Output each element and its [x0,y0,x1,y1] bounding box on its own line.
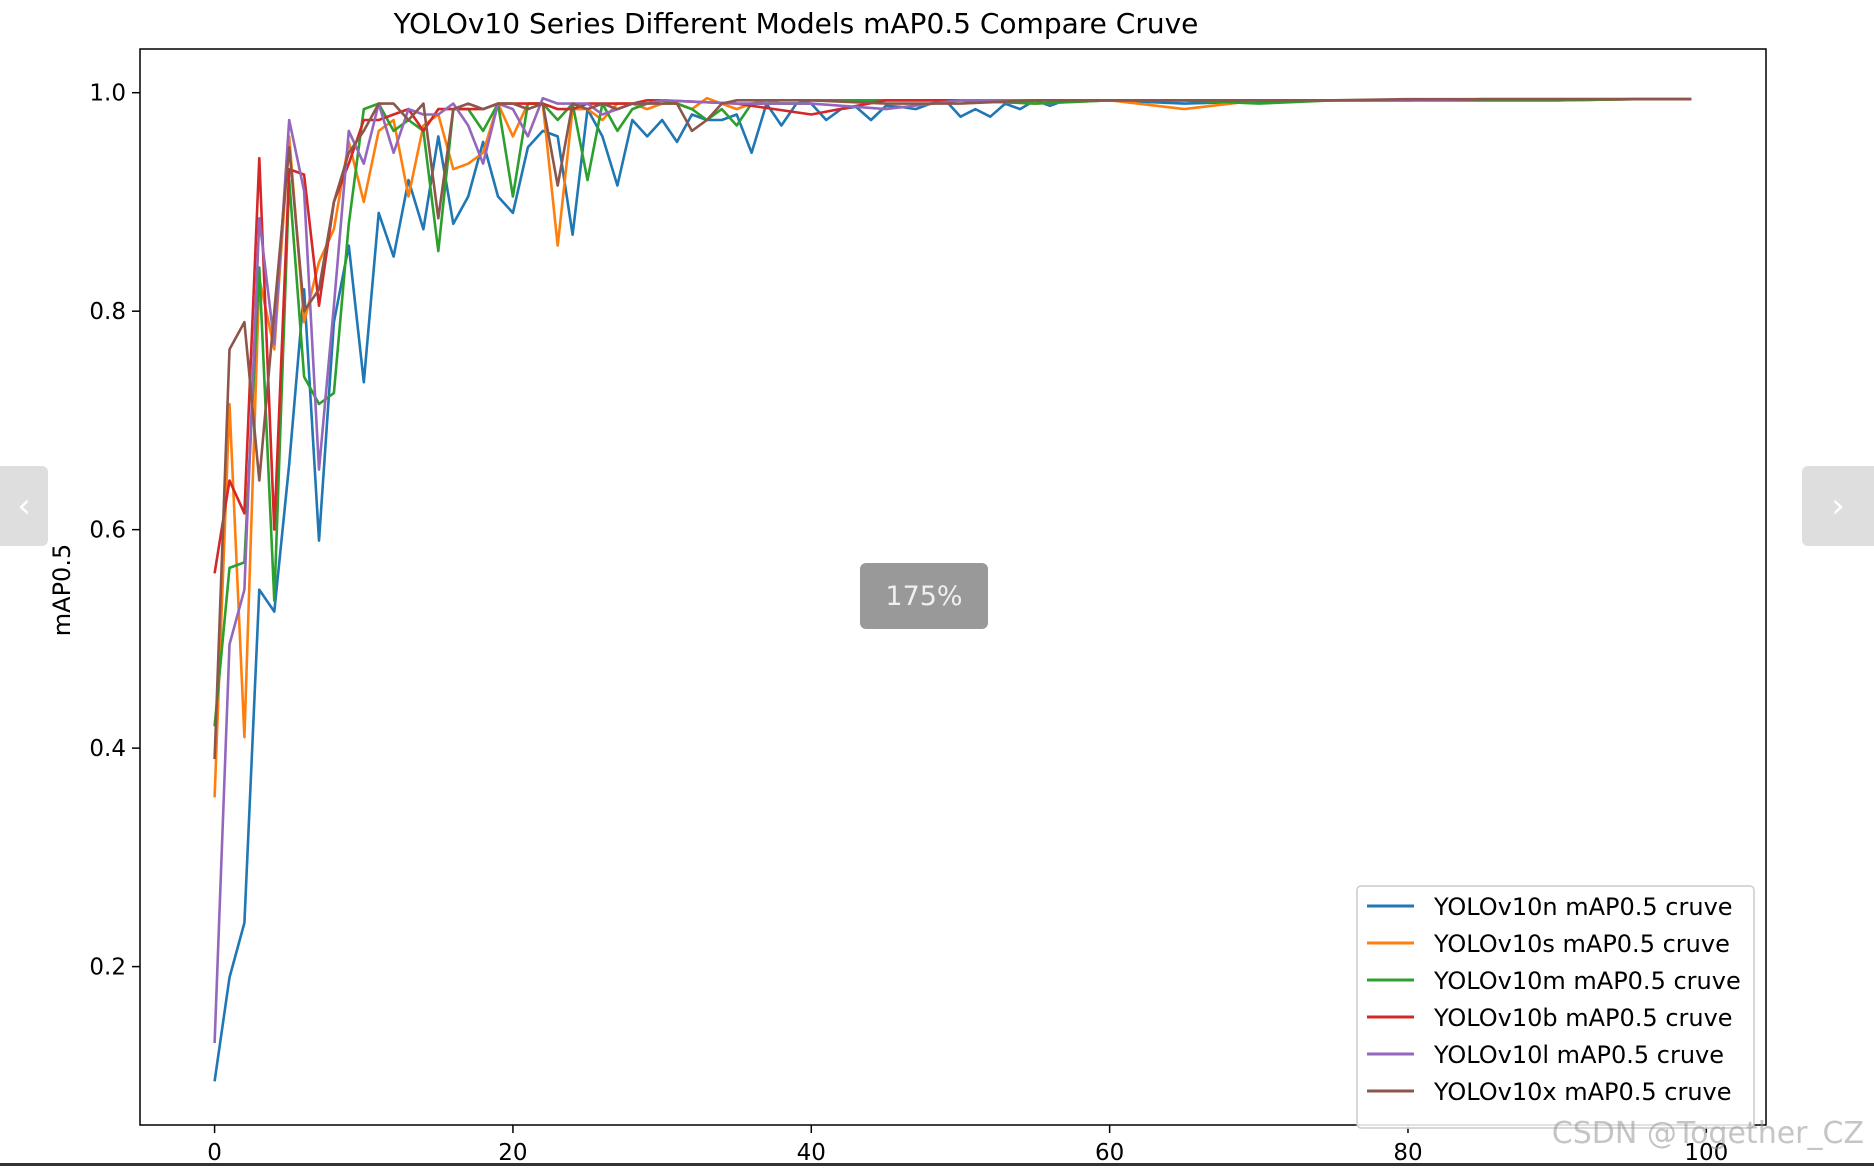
legend-box [1356,885,1755,1129]
plot-frame [139,48,1767,1126]
previous-image-button[interactable]: ‹ [0,466,48,546]
x-axis: 0 20 40 60 80 100 [207,1125,1728,1166]
x-tick-label: 0 [207,1140,222,1166]
legend-label: YOLOv10s mAP0.5 cruve [1433,930,1730,958]
legend-label: YOLOv10l mAP0.5 cruve [1433,1041,1724,1069]
chevron-right-icon: › [1831,486,1845,526]
chevron-left-icon: ‹ [17,486,31,526]
x-tick-label: 80 [1393,1140,1422,1166]
y-tick-label: 1.0 [89,81,126,107]
series-line-4 [213,97,1692,574]
y-tick-label: 0.2 [89,955,126,981]
viewer-bottom-border [0,1163,1874,1166]
series-line-6 [213,97,1692,760]
chart-title: YOLOv10 Series Different Models mAP0.5 C… [393,7,1199,40]
y-tick-label: 0.6 [89,518,126,544]
y-tick-label: 0.8 [89,299,126,325]
x-tick-label: 60 [1095,1140,1124,1166]
legend-label: YOLOv10m mAP0.5 cruve [1433,967,1741,995]
zoom-indicator: 175% [860,563,988,629]
y-axis: 0.2 0.4 0.6 0.8 1.0 [89,81,140,981]
x-tick-label: 100 [1684,1140,1728,1166]
watermark: CSDN @Together_CZ [1551,1116,1864,1151]
legend-label: YOLOv10b mAP0.5 cruve [1433,1004,1733,1032]
series-layer [213,96,1692,1082]
y-axis-label: mAP0.5 [48,544,76,636]
legend-label: YOLOv10n mAP0.5 cruve [1433,893,1733,921]
y-tick-label: 0.4 [89,736,126,762]
legend-label: YOLOv10x mAP0.5 cruve [1433,1078,1732,1106]
next-image-button[interactable]: › [1802,466,1874,546]
x-tick-label: 20 [498,1140,527,1166]
x-tick-label: 40 [797,1140,826,1166]
legend: YOLOv10n mAP0.5 cruve YOLOv10s mAP0.5 cru… [1356,885,1755,1129]
